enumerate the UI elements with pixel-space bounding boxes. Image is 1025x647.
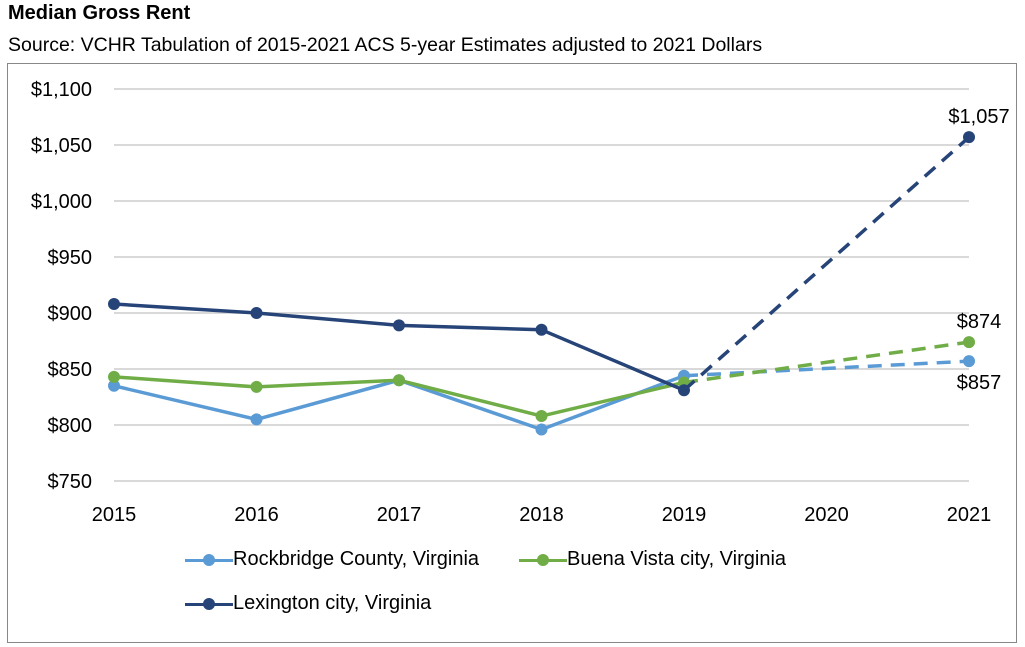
y-tick-label: $900	[48, 303, 93, 325]
x-tick-label: 2018	[519, 504, 564, 526]
series-buena-vista-city-virginia	[108, 336, 975, 423]
data-point	[393, 374, 405, 387]
x-axis-ticks: 2015 2016 2017 2018 2019 2020 2021	[92, 504, 992, 526]
series-lexington-city-virginia	[108, 131, 975, 397]
gridlines	[114, 88, 969, 482]
x-tick-label: 2020	[804, 504, 849, 526]
data-point	[963, 355, 975, 368]
legend-item-lexington[interactable]: Lexington city, Virginia	[185, 592, 431, 615]
legend-label: Rockbridge County, Virginia	[233, 548, 480, 570]
legend-marker	[203, 597, 215, 610]
x-tick-label: 2015	[92, 504, 137, 526]
legend-swatch-icon	[185, 553, 233, 567]
legend-label: Lexington city, Virginia	[233, 592, 432, 614]
legend-label: Buena Vista city, Virginia	[567, 548, 787, 570]
chart-subtitle: Source: VCHR Tabulation of 2015-2021 ACS…	[8, 34, 763, 56]
data-point	[678, 384, 690, 397]
series-group	[108, 131, 975, 436]
legend-marker	[203, 553, 215, 566]
data-point	[108, 370, 120, 383]
y-tick-label: $800	[48, 415, 93, 437]
series-projection-line	[683, 340, 970, 385]
y-tick-label: $950	[48, 247, 93, 269]
data-labels: $857 $874 $1,057	[948, 106, 1009, 394]
data-point	[963, 131, 975, 144]
x-tick-label: 2019	[662, 504, 707, 526]
data-point	[535, 410, 548, 423]
data-point	[108, 379, 120, 392]
data-label: $1,057	[948, 106, 1009, 128]
legend-marker	[537, 553, 549, 566]
y-axis-ticks: $750 $800 $850 $900 $950 $1,000 $1,050 $1,100	[31, 79, 92, 493]
y-tick-label: $1,100	[31, 79, 92, 101]
data-point	[250, 380, 263, 393]
y-tick-label: $750	[48, 471, 93, 493]
y-tick-label: $1,000	[31, 191, 92, 213]
data-point	[535, 423, 548, 436]
chart-title: Median Gross Rent	[8, 2, 191, 24]
data-label: $874	[957, 311, 1002, 333]
data-point	[250, 307, 263, 319]
series-projection-line	[683, 359, 970, 378]
series-projection-line	[682, 135, 971, 392]
x-tick-label: 2017	[377, 504, 422, 526]
y-tick-label: $850	[48, 359, 93, 381]
x-tick-label: 2016	[234, 504, 279, 526]
data-point	[963, 336, 975, 349]
data-point	[535, 323, 548, 336]
data-point	[393, 319, 405, 332]
legend-swatch-icon	[519, 553, 567, 567]
data-point	[108, 298, 120, 311]
legend-item-rockbridge[interactable]: Rockbridge County, Virginia	[185, 548, 479, 571]
x-tick-label: 2021	[947, 504, 992, 526]
data-label: $857	[957, 372, 1002, 394]
legend-swatch-icon	[185, 597, 233, 611]
data-point	[250, 413, 263, 426]
y-tick-label: $1,050	[31, 135, 92, 157]
legend-item-buena-vista[interactable]: Buena Vista city, Virginia	[519, 548, 786, 571]
chart-frame	[7, 63, 1017, 643]
series-rockbridge-county-virginia	[108, 355, 975, 436]
